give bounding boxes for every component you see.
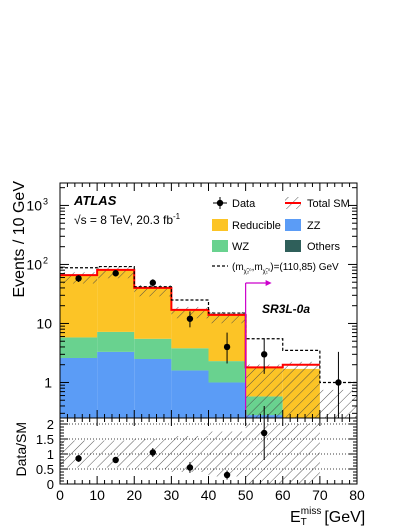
total-sm-uncertainty [208, 311, 246, 324]
signal-line [60, 265, 357, 384]
data-point [260, 351, 268, 358]
legend-others-label: Others [307, 241, 341, 253]
x-tick-label: 10 [89, 487, 105, 503]
bar-zz [171, 370, 209, 418]
y-tick-label: 10 [26, 197, 42, 213]
ratio-axis-title: Data/SM [13, 422, 29, 476]
total-sm-uncertainty [282, 361, 320, 418]
ratio-y-tick-label: 1 [47, 447, 54, 462]
data-point [75, 275, 82, 282]
legend-data-marker [216, 199, 224, 207]
ratio-panel: 00.511.52 [36, 406, 358, 492]
legend-data-label: Data [232, 198, 256, 210]
x-tick-label: 60 [275, 487, 291, 503]
ratio-point [223, 471, 231, 479]
bar-reducible [60, 275, 98, 338]
legend-wz-label: WZ [232, 241, 249, 253]
x-tick-label: 70 [312, 487, 328, 503]
legend-signal-label: (mχ̃₂⁰,mχ̃₁⁰)=(110,85) GeV [232, 262, 339, 275]
legend-zz-label: ZZ [307, 220, 321, 232]
ratio-point [112, 456, 119, 464]
x-tick-label: 30 [164, 487, 180, 503]
bar-wz [97, 331, 135, 352]
bar-reducible [97, 269, 135, 332]
ratio-y-tick-label: 0 [47, 477, 54, 492]
legend-others-swatch [285, 240, 301, 252]
x-tick-label: 80 [349, 487, 365, 503]
y-axis-title: Events / 10 GeV [11, 181, 28, 298]
bar-zz [134, 358, 172, 418]
x-tick-label: 40 [201, 487, 217, 503]
signal-region-arrow-head [265, 280, 272, 286]
bar-zz [97, 351, 135, 418]
total-sm-line [60, 268, 320, 369]
ratio-point [75, 455, 82, 462]
data-point [112, 270, 119, 277]
ratio-y-tick-label: 1.5 [36, 432, 54, 447]
bar-zz [60, 357, 98, 418]
region-label: SR3L-0a [262, 302, 310, 316]
data-point [149, 279, 157, 286]
bar-wz [171, 348, 209, 371]
ratio-uncertainty-band [208, 431, 246, 477]
data-point [186, 315, 194, 322]
x-tick-label: 50 [238, 487, 254, 503]
data-point [335, 379, 342, 386]
x-axis-title: ETmiss [GeV] [290, 506, 365, 527]
bar-wz [208, 361, 246, 383]
legend-reducible-label: Reducible [232, 220, 281, 232]
y-tick-label: 1 [44, 374, 52, 390]
data-point [223, 343, 231, 351]
energy-lumi-label: √s = 8 TeV, 20.3 fb-1 [74, 212, 181, 227]
total-sm-uncertainty [134, 285, 172, 297]
x-tick-label: 20 [126, 487, 142, 503]
ratio-point [260, 429, 268, 437]
experiment-label: ATLAS [73, 193, 117, 208]
legend-reducible-swatch [212, 219, 228, 231]
legend-total-sm-label: Total SM [307, 198, 350, 210]
ratio-point [149, 449, 157, 456]
ratio-y-tick-label: 0.5 [36, 462, 54, 477]
y-tick-label: 10 [36, 315, 52, 331]
ratio-point [186, 464, 194, 471]
legend: Data Total SM Reducible ZZ WZ Others (mχ̃₂⁰,mχ… [212, 197, 350, 275]
x-tick-label: 0 [56, 487, 64, 503]
ratio-y-tick-label: 2 [47, 417, 54, 432]
bar-wz [60, 337, 98, 358]
y-tick-label: 10 [26, 256, 42, 272]
bar-wz [134, 338, 172, 359]
y-tick-label-exponent: 2 [43, 255, 48, 265]
legend-wz-swatch [212, 240, 228, 252]
y-tick-label-exponent: 3 [43, 196, 48, 206]
bar-zz [208, 382, 246, 418]
legend-zz-swatch [285, 219, 301, 231]
